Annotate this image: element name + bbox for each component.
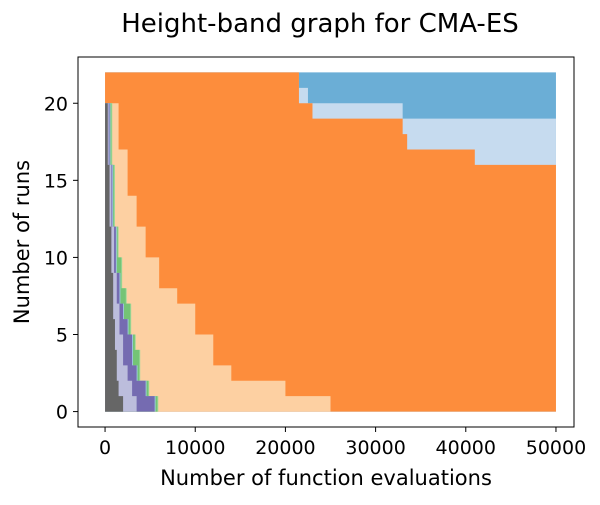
y-tick-label: 15 (44, 170, 68, 192)
height-band-7 (105, 72, 372, 412)
y-tick-label: 20 (44, 93, 68, 115)
x-tick-label: 10000 (165, 437, 225, 459)
x-tick-label: 0 (99, 437, 111, 459)
chart-title: Height-band graph for CMA-ES (121, 9, 519, 39)
height-band-8 (105, 72, 556, 412)
height-bands (105, 72, 556, 412)
y-axis-ticks: 0 5 10 15 20 (44, 93, 78, 424)
x-tick-label: 40000 (436, 437, 496, 459)
plot-frame (77, 56, 575, 428)
y-tick-label: 5 (56, 325, 68, 347)
height-band-3 (105, 72, 164, 412)
x-axis-label: Number of function evaluations (160, 466, 492, 490)
y-tick-label: 10 (44, 247, 68, 269)
x-tick-label: 30000 (345, 437, 405, 459)
x-tick-label: 20000 (255, 437, 315, 459)
x-axis-ticks: 0 10000 20000 30000 40000 50000 (99, 427, 586, 459)
y-tick-label: 0 (56, 402, 68, 424)
x-tick-label: 50000 (526, 437, 586, 459)
height-band-1 (105, 72, 128, 412)
y-axis-label: Number of runs (10, 160, 34, 324)
